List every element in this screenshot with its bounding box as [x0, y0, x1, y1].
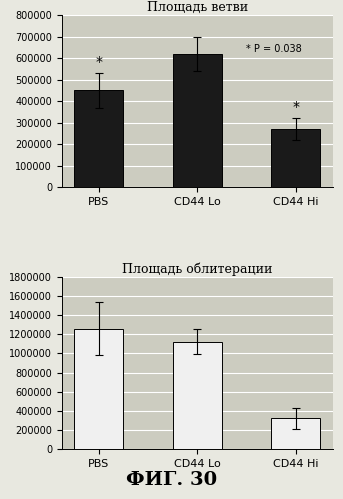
Bar: [271, 129, 320, 187]
Bar: [173, 54, 222, 187]
Bar: [173, 342, 222, 449]
Text: ФИГ. 30: ФИГ. 30: [126, 471, 217, 489]
Text: * P = 0.038: * P = 0.038: [246, 44, 302, 54]
Bar: [74, 90, 123, 187]
Title: Площадь облитерации: Площадь облитерации: [122, 262, 272, 275]
Bar: [74, 328, 123, 449]
Text: *: *: [95, 55, 102, 69]
Text: *: *: [292, 100, 299, 114]
Bar: [271, 419, 320, 449]
Title: Площадь ветви: Площадь ветви: [147, 1, 248, 14]
